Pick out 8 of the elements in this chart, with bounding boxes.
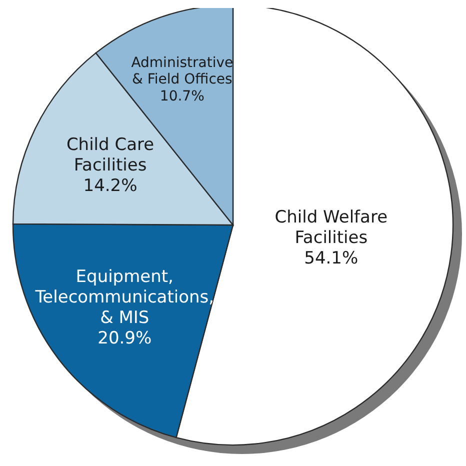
slice-label: Equipment, Telecommunications, & MIS xyxy=(34,266,214,328)
data-label: 20.9% xyxy=(98,328,152,348)
slice-label: Child Welfare Facilities xyxy=(274,207,388,248)
data-label: 54.1% xyxy=(304,248,358,268)
slice-label: Child Care Facilities xyxy=(66,134,154,176)
data-label: 10.7% xyxy=(160,88,204,104)
slice-label: Administrative & Field Offices xyxy=(131,54,234,88)
data-label: 14.2% xyxy=(83,176,138,196)
